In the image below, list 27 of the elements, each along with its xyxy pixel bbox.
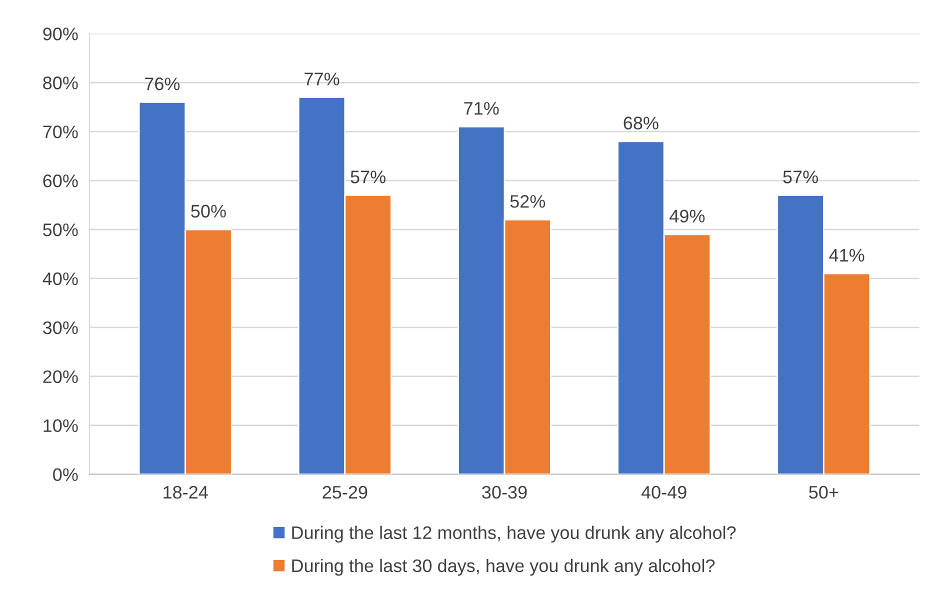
legend-label: During the last 30 days, have you drunk any alcohol? [292,558,715,576]
y-tick-label: 40% [42,272,78,286]
text: 57% [783,170,818,184]
x-tick-label: 18-24 [164,486,208,499]
y-tick-label: 50% [43,223,78,236]
y-tick-label: 80% [43,76,78,90]
text: 68% [624,116,658,130]
x-tick-label: 50+ [809,486,838,499]
y-tick-label: 90% [43,28,78,40]
x-tick-label: 40-49 [641,486,686,499]
text: 52% [510,195,546,208]
y-tick-label: 70% [43,126,78,138]
text: 50% [191,204,226,218]
text: 49% [670,210,705,222]
text: 76% [145,78,180,90]
text: 41% [829,248,864,262]
y-tick-label: 20% [43,370,78,384]
text: 71% [464,102,499,115]
x-tick-label: 30-39 [482,486,527,499]
y-tick-label: 10% [44,419,78,432]
y-tick-label: 30% [43,321,78,334]
y-tick-label: 60% [43,174,78,188]
legend-label: During the last 12 months, have you drunk any alcohol? [292,526,736,543]
y-tick-label: 0% [53,468,78,482]
text: 77% [304,72,340,86]
text: 57% [350,170,386,184]
x-tick-label: 25-29 [322,486,368,499]
